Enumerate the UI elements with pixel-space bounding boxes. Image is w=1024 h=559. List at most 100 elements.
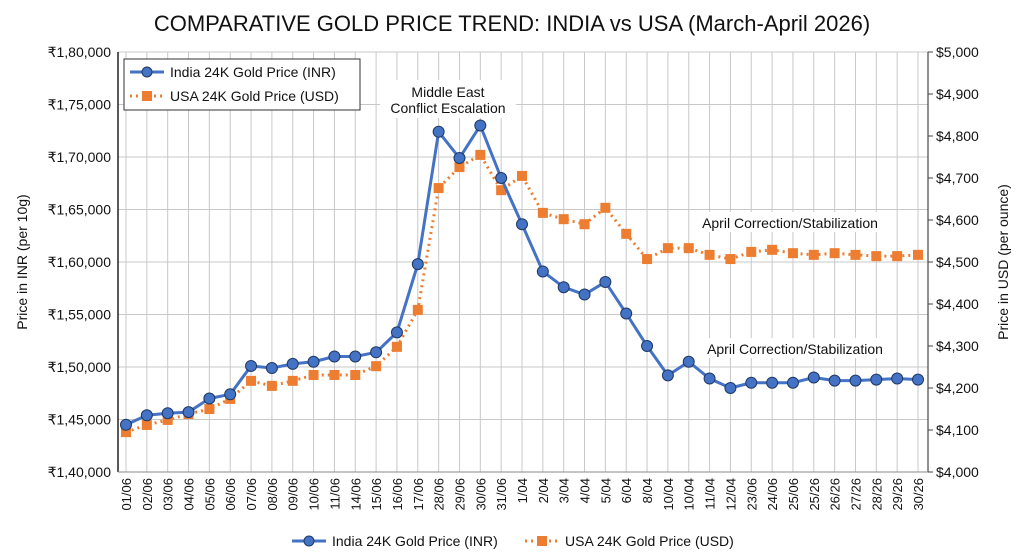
india-point	[599, 275, 612, 288]
usa-point	[746, 246, 757, 257]
grid	[117, 51, 929, 473]
left-tick-label: ₹1,40,000	[48, 464, 112, 480]
usa-point	[537, 207, 548, 218]
x-axis: 01/06 02/06 03/06 04/06 05/06 06/06 07/06 08/06…	[119, 478, 926, 511]
india-point	[453, 152, 466, 165]
x-tick-label: 03/06	[161, 478, 176, 511]
x-tick-label: 27/26	[848, 478, 863, 511]
x-tick-label: 05/06	[202, 478, 217, 511]
india-point	[786, 376, 799, 389]
usa-point	[246, 375, 257, 386]
x-tick-label: 28/26	[869, 478, 884, 511]
legend-india-marker	[141, 66, 153, 78]
usa-point	[454, 162, 465, 173]
right-y-axis: $4,000 $4,100 $4,200 $4,300 $4,400 $4,500 $4,6…	[928, 44, 979, 480]
india-point	[641, 340, 654, 352]
india-point	[828, 374, 841, 387]
usa-point	[642, 254, 653, 265]
india-point	[766, 376, 779, 389]
india-point	[432, 125, 445, 138]
usa-point	[371, 361, 382, 372]
india-point	[849, 374, 862, 387]
usa-point	[662, 243, 673, 254]
x-tick-label: 10/06	[307, 478, 322, 511]
x-tick-label: 8/04	[640, 478, 655, 503]
x-tick-label: 3/04	[557, 478, 572, 503]
x-tick-label: 12/04	[723, 478, 738, 511]
legend-top: India 24K Gold Price (INR) USA 24K Gold …	[123, 58, 361, 111]
right-tick-label: $4,100	[936, 422, 979, 438]
left-tick-label: ₹1,65,000	[48, 202, 112, 218]
india-point	[807, 371, 820, 384]
usa-point	[475, 149, 486, 160]
x-tick-label: 25/06	[786, 478, 801, 511]
x-tick-label: 24/06	[765, 478, 780, 511]
india-point	[891, 372, 904, 385]
x-tick-label: 10/04	[661, 478, 676, 511]
x-tick-label: 4/04	[578, 478, 593, 503]
usa-point	[558, 214, 569, 225]
india-point	[411, 258, 424, 271]
usa-point	[704, 249, 715, 260]
usa-point	[496, 185, 507, 196]
india-point	[912, 373, 924, 386]
usa-point	[433, 183, 444, 194]
annotation-conflict-line2: Conflict Escalation	[390, 100, 505, 116]
right-tick-label: $4,500	[936, 254, 979, 270]
right-tick-label: $4,800	[936, 128, 979, 144]
usa-line	[125, 152, 919, 434]
usa-point	[767, 244, 778, 255]
annotation-conflict-line1: Middle East	[411, 84, 484, 100]
india-point	[745, 376, 758, 389]
india-point	[203, 392, 216, 405]
left-tick-label: ₹1,55,000	[48, 307, 112, 323]
x-tick-label: 17/06	[411, 478, 426, 511]
india-point	[224, 388, 237, 401]
usa-point	[913, 249, 923, 260]
usa-point	[600, 202, 611, 213]
left-y-axis: ₹1,40,000 ₹1,45,000 ₹1,50,000 ₹1,55,000 ₹1,6…	[48, 44, 112, 480]
right-tick-label: $5,000	[936, 44, 979, 60]
india-point	[516, 218, 528, 231]
x-tick-label: 28/06	[432, 478, 447, 511]
usa-point	[141, 419, 152, 430]
india-point	[349, 350, 362, 363]
legend-bottom: India 24K Gold Price (INR) USA 24K Gold …	[292, 533, 734, 549]
left-tick-label: ₹1,60,000	[48, 254, 112, 270]
india-point	[703, 372, 716, 385]
usa-point	[204, 404, 215, 414]
india-point	[682, 355, 695, 368]
india-point	[328, 350, 341, 363]
x-tick-label: 06/06	[223, 478, 238, 511]
usa-point	[162, 414, 173, 425]
x-tick-label: 14/06	[348, 478, 363, 511]
usa-point	[579, 219, 590, 230]
india-point	[661, 369, 674, 382]
usa-point	[850, 249, 861, 260]
right-y-axis-label: Price in USD (per ounce)	[995, 184, 1011, 340]
india-point	[620, 307, 633, 320]
annotation-conflict: Middle East Conflict Escalation	[380, 80, 516, 118]
legend-india-label: India 24K Gold Price (INR)	[170, 64, 336, 80]
chart-title: COMPARATIVE GOLD PRICE TREND: INDIA vs U…	[154, 11, 870, 36]
x-tick-label: 29/26	[890, 478, 905, 511]
annotation-april-usa: April Correction/Stabilization	[702, 215, 878, 231]
x-tick-label: 2/04	[536, 478, 551, 503]
usa-point	[683, 243, 694, 254]
right-tick-label: $4,000	[936, 464, 979, 480]
left-tick-label: ₹1,45,000	[48, 412, 112, 428]
usa-point	[308, 369, 319, 380]
left-tick-label: ₹1,80,000	[48, 44, 112, 60]
x-tick-label: 1/04	[515, 478, 530, 503]
x-tick-label: 26/26	[828, 478, 843, 511]
x-tick-label: 07/06	[244, 478, 259, 511]
right-tick-label: $4,200	[936, 380, 979, 396]
x-tick-label: 25/26	[807, 478, 822, 511]
india-point	[870, 373, 883, 386]
x-tick-label: 04/06	[182, 478, 197, 511]
left-tick-label: ₹1,50,000	[48, 359, 112, 375]
x-tick-label: 5/04	[598, 478, 613, 503]
usa-point	[121, 427, 131, 438]
india-point	[724, 382, 737, 394]
